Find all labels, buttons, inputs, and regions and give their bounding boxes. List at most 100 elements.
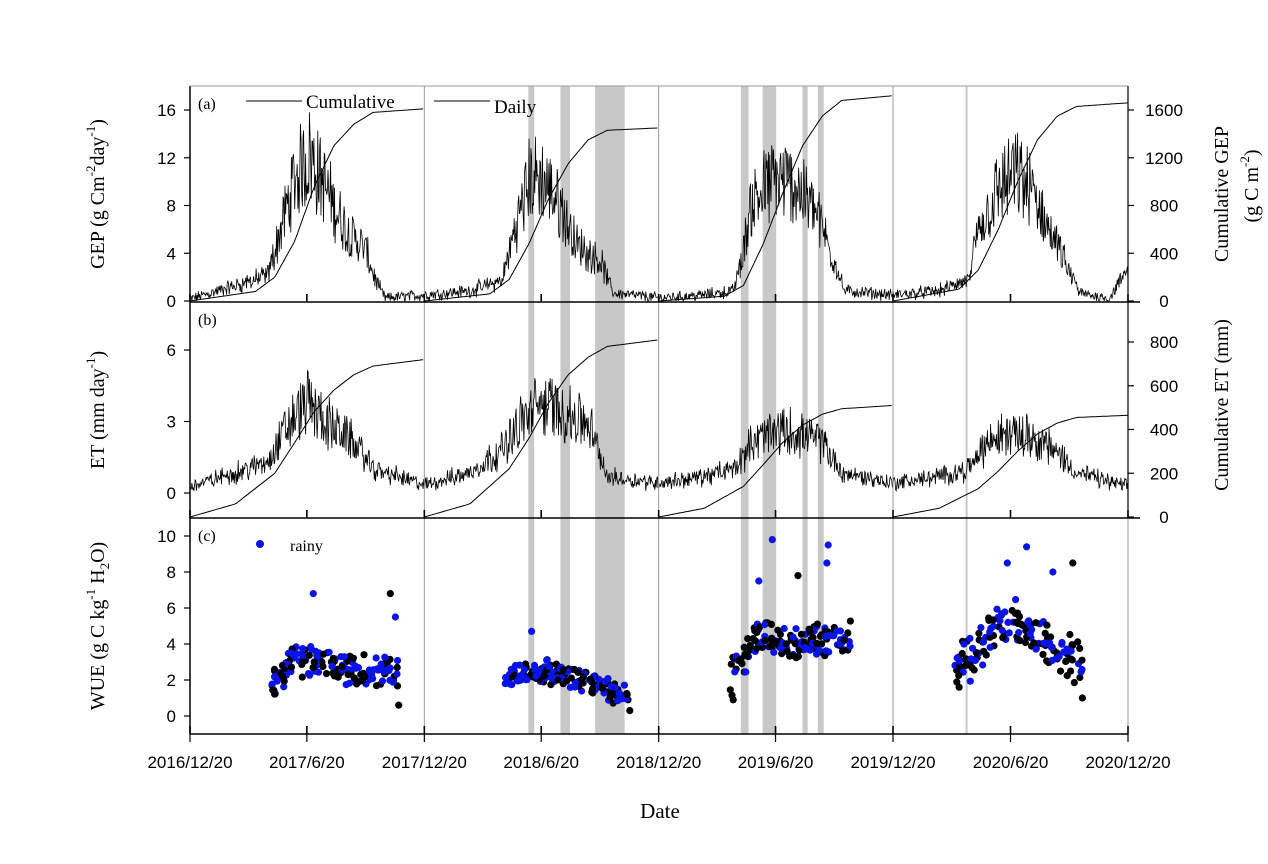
dry-point [776,630,785,639]
left-tick-label: 8 [167,197,176,216]
dry-point [334,673,342,681]
rainy-point [792,625,800,633]
dry-point [767,620,776,629]
rainy-point [270,673,279,681]
dry-point [1078,694,1086,702]
shaded-period [965,86,968,734]
panel-label: (c) [198,528,216,545]
right-tick-label: 0 [1159,508,1168,527]
dry-point [1076,644,1084,653]
legend-rainy-marker [256,540,264,548]
y-axis-title-wue-text-part: -1 [83,589,98,600]
y-axis-title-et-text-part: ) [87,351,109,358]
rainy-point [822,647,830,655]
dry-point [753,628,761,637]
dry-point [1067,655,1075,663]
rainy-point [1005,629,1013,637]
rainy-point [731,668,739,676]
rainy-point [1026,630,1034,638]
x-tick-label: 2017/12/20 [382,753,467,772]
y2-axis-title-et: Cumulative ET (mm) [1211,319,1233,491]
dry-point [320,650,328,658]
dry-point [305,651,313,659]
rainy-point [824,541,832,549]
left-tick-label: 2 [167,671,176,690]
shaded-period [595,86,625,734]
dry-point [287,663,296,671]
rainy-point [615,689,623,697]
dry-point [744,635,752,643]
shaded-period [802,86,808,734]
rainy-point [979,638,988,646]
rainy-point [823,559,831,567]
left-tick-label: 10 [157,527,176,546]
dry-point [1016,637,1024,645]
dry-point [559,666,568,674]
rainy-point [314,668,323,676]
rainy-point [391,613,399,621]
rainy-point [770,648,778,656]
rainy-point [755,577,763,585]
dry-point [1021,638,1029,647]
panel-label: (b) [198,312,217,329]
dry-point [349,654,357,662]
dry-point [626,707,634,715]
right-tick-label: 800 [1150,333,1178,352]
dry-point [570,665,578,674]
y-axis-title-gep-text-part: -1 [83,126,98,137]
rainy-point [299,652,307,660]
dry-point [360,651,368,659]
shaded-period [762,86,777,734]
dry-point [753,645,761,653]
cumulative-series-line [424,127,658,302]
dry-point [816,632,825,640]
dry-point [999,634,1007,642]
plot-series [189,95,1129,715]
dry-point [1012,618,1020,627]
dry-point [299,658,307,666]
rainy-point [380,668,388,676]
dry-point [298,673,306,681]
rainy-point [313,652,321,660]
dry-point [1066,630,1074,639]
x-tick-label: 2020/12/20 [1085,753,1170,772]
cumulative-series-line [424,339,658,518]
rainy-point [1015,629,1023,637]
rainy-point [307,645,316,654]
x-tick-label: 2016/12/20 [147,753,232,772]
right-tick-label: 1200 [1145,149,1183,168]
rainy-point [960,640,968,648]
dry-point [806,628,814,636]
dry-point [319,662,327,671]
y2-axis-title-gep-line2: (g C m-2) [1237,149,1263,222]
dry-point [782,640,790,648]
dry-point [966,660,974,668]
axis-text: rainy 0 4 8 12 16 (a) 0 3 6 (b) 0 2 4 6 8 10 (c) 0 400 800 12… [83,92,1263,823]
y2-axis-title-gep: Cumulative GEP [1211,126,1233,262]
rainy-point [833,627,841,635]
dry-point [813,639,821,648]
left-tick-label: 0 [167,707,176,726]
x-tick-label: 2017/6/20 [269,753,345,772]
left-tick-label: 8 [167,563,176,582]
rainy-point [993,605,1001,613]
rainy-point [986,628,994,636]
rainy-point [1004,618,1012,627]
dry-point [958,649,966,658]
rainy-point [1077,668,1085,676]
rainy-point [393,656,402,665]
dry-point [588,688,596,696]
dry-point [746,641,754,650]
dry-point [386,590,394,598]
y-axis-title-wue-text-part: O) [87,542,109,563]
dry-point [791,640,799,648]
rainy-point [761,621,769,629]
dry-point [1074,638,1082,646]
y2-axis-title-gep-2: (g C m-2) [1237,149,1263,222]
rainy-point [511,661,520,670]
dry-point [1076,673,1084,682]
dry-point [742,650,750,658]
dry-point [623,691,631,699]
x-tick-label: 2019/6/20 [738,753,814,772]
y-axis-title-et-text-part: ET (mm day [87,368,109,469]
